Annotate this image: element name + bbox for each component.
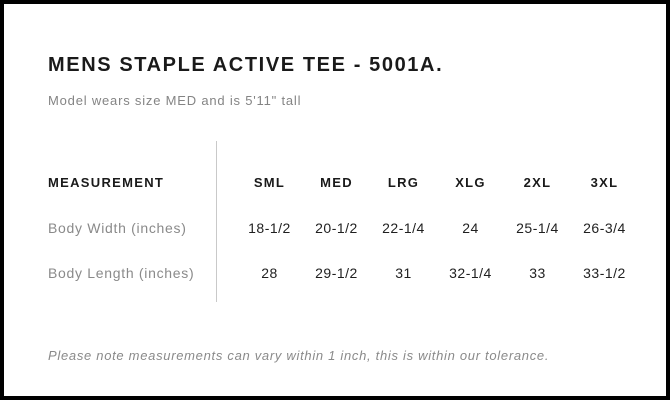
product-title: MENS STAPLE ACTIVE TEE - 5001A. — [48, 54, 444, 76]
column-header-lrg: LRG — [387, 175, 420, 190]
body-length-xlg: 32-1/4 — [449, 264, 492, 281]
column-header-med: MED — [320, 175, 353, 190]
column-header-xlg: XLG — [455, 175, 486, 190]
row-label-body-length: Body Length (inches) — [48, 264, 195, 281]
body-width-lrg: 22-1/4 — [382, 219, 425, 236]
body-length-2xl: 33 — [529, 264, 546, 281]
body-width-3xl: 26-3/4 — [583, 219, 626, 236]
size-table: MEASUREMENT SML MED LRG XLG 2XL 3XL Body… — [48, 160, 638, 295]
body-length-3xl: 33-1/2 — [583, 264, 626, 281]
body-length-med: 29-1/2 — [315, 264, 358, 281]
body-length-lrg: 31 — [395, 264, 412, 281]
body-width-xlg: 24 — [462, 219, 479, 236]
table-column-divider — [216, 141, 217, 302]
body-width-2xl: 25-1/4 — [516, 219, 559, 236]
column-header-measurement: MEASUREMENT — [48, 175, 165, 190]
model-size-note: Model wears size MED and is 5'11" tall — [48, 93, 302, 108]
body-length-sml: 28 — [261, 264, 278, 281]
body-width-med: 20-1/2 — [315, 219, 358, 236]
column-header-2xl: 2XL — [523, 175, 552, 190]
row-label-body-width: Body Width (inches) — [48, 219, 187, 236]
body-width-sml: 18-1/2 — [248, 219, 291, 236]
tolerance-note: Please note measurements can vary within… — [48, 348, 550, 363]
column-header-3xl: 3XL — [590, 175, 619, 190]
column-header-sml: SML — [253, 175, 286, 190]
